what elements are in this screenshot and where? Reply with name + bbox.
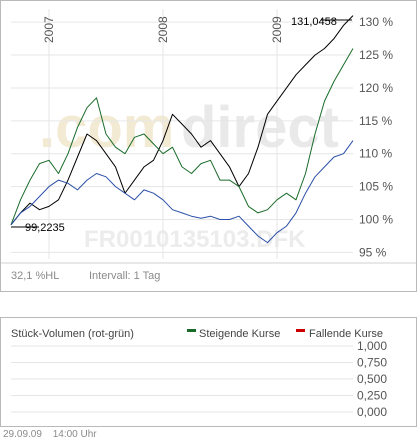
- price-lines: [10, 15, 354, 244]
- watermark-logo-dot: .com: [39, 95, 174, 160]
- watermark-logo: direct: [181, 95, 339, 160]
- legend-falling-label: Fallende Kurse: [309, 328, 383, 340]
- watermark-isin: FR0010135103.DFK: [84, 226, 306, 253]
- legend-rising-label: Steigende Kurse: [199, 328, 280, 340]
- interval-info: Intervall: 1 Tag: [89, 270, 160, 282]
- price-x-tick: 2007: [42, 16, 56, 43]
- volume-y-tick: 1,000: [357, 339, 387, 353]
- price-y-tick: 95 %: [359, 245, 387, 259]
- price-y-tick: 130 %: [359, 15, 393, 29]
- volume-y-tick: 0,750: [357, 356, 387, 370]
- price-y-tick: 110 %: [359, 147, 392, 161]
- price-chart: .com direct FR0010135103.DFK 95 % 100 % 10…: [1, 9, 416, 282]
- price-series-line-0: [10, 15, 354, 226]
- volatility-info: 32,1 %HL: [11, 270, 59, 282]
- price-y-tick: 100 %: [359, 213, 393, 227]
- price-series-line-1: [10, 48, 354, 225]
- price-marks: 131,0458 99,2235: [11, 16, 352, 234]
- volume-grid: [11, 345, 353, 413]
- price-series-line-2: [10, 140, 354, 244]
- footer-date: 29.09.09: [3, 429, 42, 440]
- volume-y-tick: 0,000: [357, 405, 387, 419]
- volume-title: Stück-Volumen (rot-grün): [11, 328, 134, 340]
- price-chart-panel: .com direct FR0010135103.DFK 95 % 100 % 10…: [0, 0, 417, 292]
- watermark: .com direct FR0010135103.DFK: [39, 95, 339, 253]
- price-x-tick: 2009: [270, 16, 284, 43]
- price-x-axis: 2007 2008 2009: [42, 16, 284, 43]
- volume-y-tick: 0,500: [357, 372, 387, 386]
- volume-chart: Stück-Volumen (rot-grün) Steigende Kurse…: [11, 328, 387, 419]
- min-label: 99,2235: [25, 222, 65, 234]
- volume-y-tick: 0,250: [357, 389, 387, 403]
- price-y-tick: 120 %: [359, 81, 393, 95]
- price-x-tick: 2008: [156, 16, 170, 43]
- footer-time: 14:00 Uhr: [52, 429, 97, 440]
- price-y-axis: 95 % 100 % 105 % 110 % 115 % 120 % 125 % 130 %: [359, 15, 393, 259]
- price-y-tick: 115 %: [359, 114, 392, 128]
- legend-rising-swatch: [187, 329, 196, 332]
- price-y-tick: 125 %: [359, 48, 393, 62]
- footer: 29.09.09 14:00 Uhr: [3, 429, 105, 440]
- price-y-tick: 105 %: [359, 180, 393, 194]
- volume-chart-panel: Stück-Volumen (rot-grün) Steigende Kurse…: [0, 317, 417, 427]
- volume-y-axis: 1,000 0,750 0,500 0,250 0,000: [357, 339, 387, 419]
- max-label: 131,0458: [291, 16, 337, 28]
- legend-falling-swatch: [296, 329, 305, 332]
